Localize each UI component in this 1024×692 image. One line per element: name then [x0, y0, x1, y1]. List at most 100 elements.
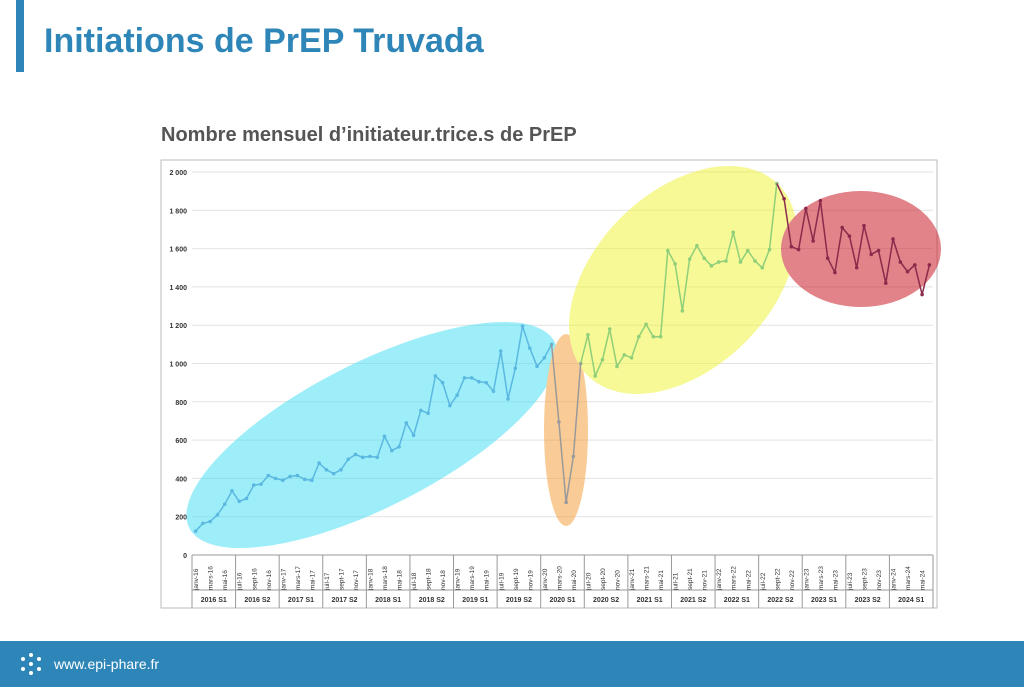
- y-tick-label: 2 000: [169, 170, 187, 177]
- x-tick-label: nov-18: [440, 570, 447, 590]
- x-tick-label: mars-22: [731, 566, 738, 590]
- x-tick-label: sept-20: [600, 568, 607, 590]
- point: [709, 264, 714, 268]
- point: [469, 376, 474, 380]
- x-tick-label: juil-17: [324, 572, 331, 591]
- point: [586, 332, 590, 337]
- x-tick-label: sept-18: [426, 568, 433, 590]
- point: [251, 483, 256, 487]
- x-tick-label: mars-16: [208, 566, 215, 590]
- point: [498, 349, 503, 353]
- x-tick-label: sept-23: [861, 568, 868, 590]
- x-tick-label: nov-17: [353, 570, 360, 590]
- x-tick-label: janv-21: [629, 568, 636, 591]
- point: [818, 198, 823, 203]
- group-label: 2022 S2: [767, 597, 793, 604]
- point: [440, 380, 445, 385]
- point: [339, 467, 343, 472]
- x-tick-label: janv-24: [891, 568, 898, 591]
- connector: [776, 183, 785, 200]
- point: [346, 457, 350, 462]
- point: [607, 327, 612, 331]
- x-tick-label: juil-18: [411, 572, 418, 591]
- point: [796, 247, 801, 252]
- y-tick-label: 1 200: [169, 323, 187, 330]
- x-tick-label: nov-22: [789, 570, 796, 590]
- point: [295, 473, 300, 478]
- x-tick-label: janv-22: [716, 568, 723, 591]
- point: [288, 474, 292, 479]
- point: [273, 476, 278, 481]
- point: [920, 292, 924, 297]
- point: [244, 496, 249, 501]
- point: [419, 408, 423, 413]
- point: [382, 434, 387, 439]
- group-label: 2022 S1: [724, 597, 750, 604]
- group-label: 2018 S1: [375, 597, 401, 604]
- x-tick-label: mai-16: [222, 570, 229, 590]
- point: [673, 262, 677, 266]
- point: [724, 259, 728, 263]
- point: [862, 223, 866, 228]
- point: [302, 477, 307, 482]
- point: [542, 355, 547, 360]
- point: [520, 324, 525, 328]
- point: [477, 379, 481, 384]
- x-tick-label: nov-21: [702, 570, 709, 590]
- point: [593, 374, 597, 378]
- y-tick-label: 1 000: [169, 362, 187, 369]
- point: [622, 353, 627, 357]
- footer-url: www.epi-phare.fr: [53, 656, 159, 672]
- x-tick-label: janv-17: [280, 568, 287, 591]
- point: [927, 263, 932, 267]
- point: [331, 471, 336, 476]
- x-tick-label: mars-21: [644, 566, 651, 590]
- point: [876, 248, 881, 253]
- point: [658, 334, 663, 339]
- point: [317, 461, 321, 465]
- point: [753, 259, 757, 263]
- x-tick-label: juil-20: [585, 572, 592, 591]
- group-label: 2017 S1: [288, 597, 314, 604]
- slide-title: Initiations de PrEP Truvada: [44, 22, 485, 60]
- highlight: [569, 166, 797, 394]
- point: [491, 389, 496, 394]
- group-label: 2021 S1: [637, 597, 663, 604]
- point: [368, 454, 372, 459]
- point: [767, 247, 772, 252]
- x-tick-label: mai-22: [745, 570, 752, 590]
- point: [615, 364, 619, 369]
- point: [905, 269, 910, 274]
- point: [680, 309, 685, 313]
- x-tick-label: mai-21: [658, 570, 665, 590]
- point: [564, 500, 568, 505]
- x-tick-label: mars-24: [905, 566, 912, 590]
- x-tick-label: juil-21: [673, 572, 680, 591]
- group-label: 2019 S1: [462, 597, 488, 604]
- point: [535, 364, 539, 369]
- x-tick-label: mai-18: [397, 570, 404, 590]
- point: [259, 482, 263, 486]
- point: [230, 489, 234, 493]
- point: [738, 260, 743, 264]
- chart-title: Nombre mensuel d’initiateur.trice.s de P…: [161, 124, 577, 146]
- point: [528, 346, 532, 350]
- point: [281, 478, 285, 483]
- point: [760, 265, 765, 270]
- point: [789, 244, 794, 249]
- group-label: 2021 S2: [680, 597, 706, 604]
- x-tick-label: sept-17: [338, 568, 345, 590]
- group-label: 2020 S2: [593, 597, 619, 604]
- x-tick-label: juil-22: [760, 572, 767, 591]
- point: [804, 206, 808, 211]
- point: [571, 454, 576, 459]
- point: [898, 260, 903, 264]
- point: [506, 397, 510, 401]
- point: [891, 237, 895, 241]
- highlight: [781, 191, 941, 307]
- x-tick-label: mars-23: [818, 566, 825, 590]
- line: [558, 363, 582, 503]
- point: [883, 281, 888, 285]
- point: [745, 248, 750, 253]
- point: [397, 445, 401, 449]
